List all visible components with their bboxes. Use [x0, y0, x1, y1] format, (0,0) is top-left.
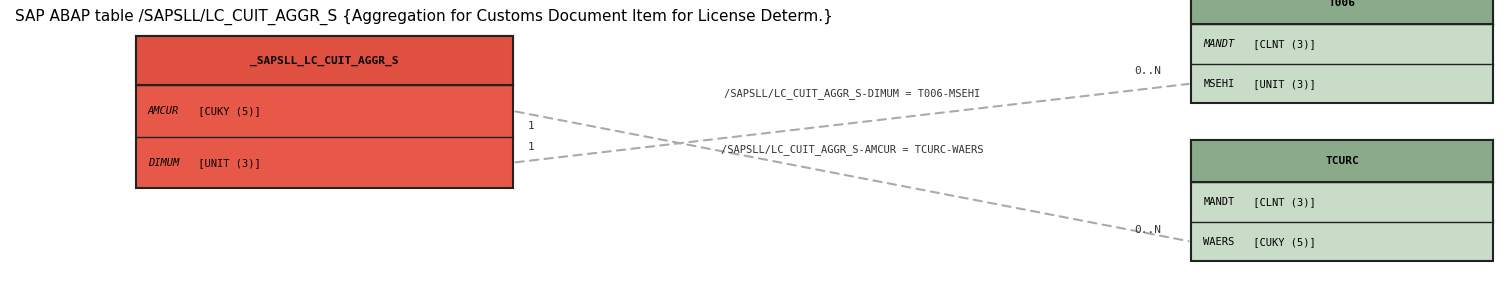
Text: SAP ABAP table /SAPSLL/LC_CUIT_AGGR_S {Aggregation for Customs Document Item for: SAP ABAP table /SAPSLL/LC_CUIT_AGGR_S {A… [15, 9, 832, 25]
Text: DIMUM: DIMUM [148, 158, 179, 168]
Text: [UNIT (3)]: [UNIT (3)] [192, 158, 261, 168]
Text: 0..N: 0..N [1134, 225, 1161, 234]
Text: MANDT: MANDT [1203, 197, 1235, 207]
Text: /SAPSLL/LC_CUIT_AGGR_S-DIMUM = T006-MSEHI: /SAPSLL/LC_CUIT_AGGR_S-DIMUM = T006-MSEH… [724, 88, 980, 99]
Text: MSEHI: MSEHI [1203, 79, 1235, 88]
Text: AMCUR: AMCUR [148, 106, 179, 116]
Text: [CLNT (3)]: [CLNT (3)] [1247, 197, 1316, 207]
Bar [136, 36, 513, 85]
Text: [CUKY (5)]: [CUKY (5)] [192, 106, 261, 116]
Text: _SAPSLL_LC_CUIT_AGGR_S: _SAPSLL_LC_CUIT_AGGR_S [250, 56, 398, 66]
Text: [CUKY (5)]: [CUKY (5)] [1247, 237, 1316, 247]
Bar [1191, 140, 1493, 261]
Text: /SAPSLL/LC_CUIT_AGGR_S-AMCUR = TCURC-WAERS: /SAPSLL/LC_CUIT_AGGR_S-AMCUR = TCURC-WAE… [721, 144, 983, 155]
Text: 1: 1 [528, 121, 534, 131]
Text: [CLNT (3)]: [CLNT (3)] [1247, 39, 1316, 49]
Text: T006: T006 [1329, 0, 1356, 8]
Bar [1191, 140, 1493, 182]
Text: 1: 1 [528, 143, 534, 152]
Text: MANDT: MANDT [1203, 39, 1235, 49]
Bar [1191, 0, 1493, 103]
Text: [UNIT (3)]: [UNIT (3)] [1247, 79, 1316, 88]
Bar [1191, 0, 1493, 24]
Text: TCURC: TCURC [1326, 156, 1359, 166]
Text: 0..N: 0..N [1134, 67, 1161, 76]
Text: WAERS: WAERS [1203, 237, 1235, 247]
Bar [136, 36, 513, 188]
